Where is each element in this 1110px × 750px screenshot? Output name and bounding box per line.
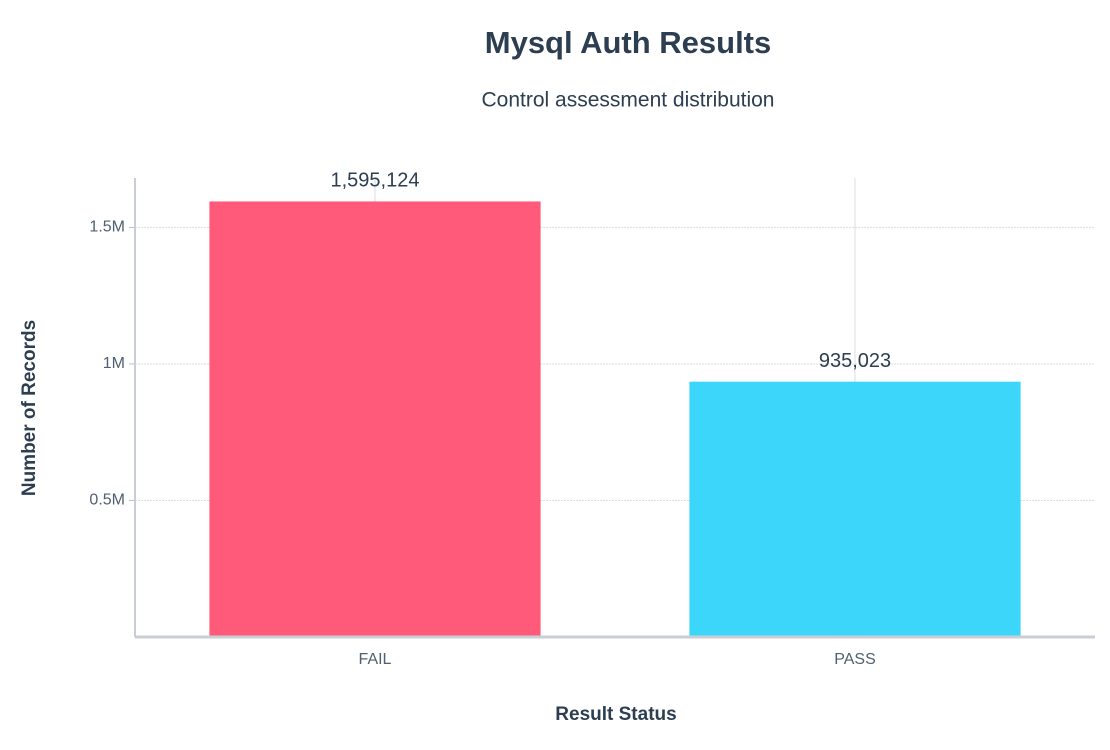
y-tick-label: 0.5M	[89, 492, 125, 509]
bar	[689, 381, 1021, 637]
value-label: 1,595,124	[331, 170, 420, 192]
y-tick-label: 1M	[103, 355, 125, 372]
value-label: 935,023	[819, 350, 891, 372]
chart-subtitle: Control assessment distribution	[482, 89, 775, 112]
bar	[209, 201, 541, 637]
y-tick-label: 1.5M	[89, 219, 125, 236]
chart-title: Mysql Auth Results	[485, 25, 772, 60]
x-tick-label: FAIL	[359, 651, 392, 668]
x-axis-label: Result Status	[555, 704, 676, 725]
y-axis-label: Number of Records	[19, 320, 40, 496]
x-tick-label: PASS	[834, 651, 876, 668]
